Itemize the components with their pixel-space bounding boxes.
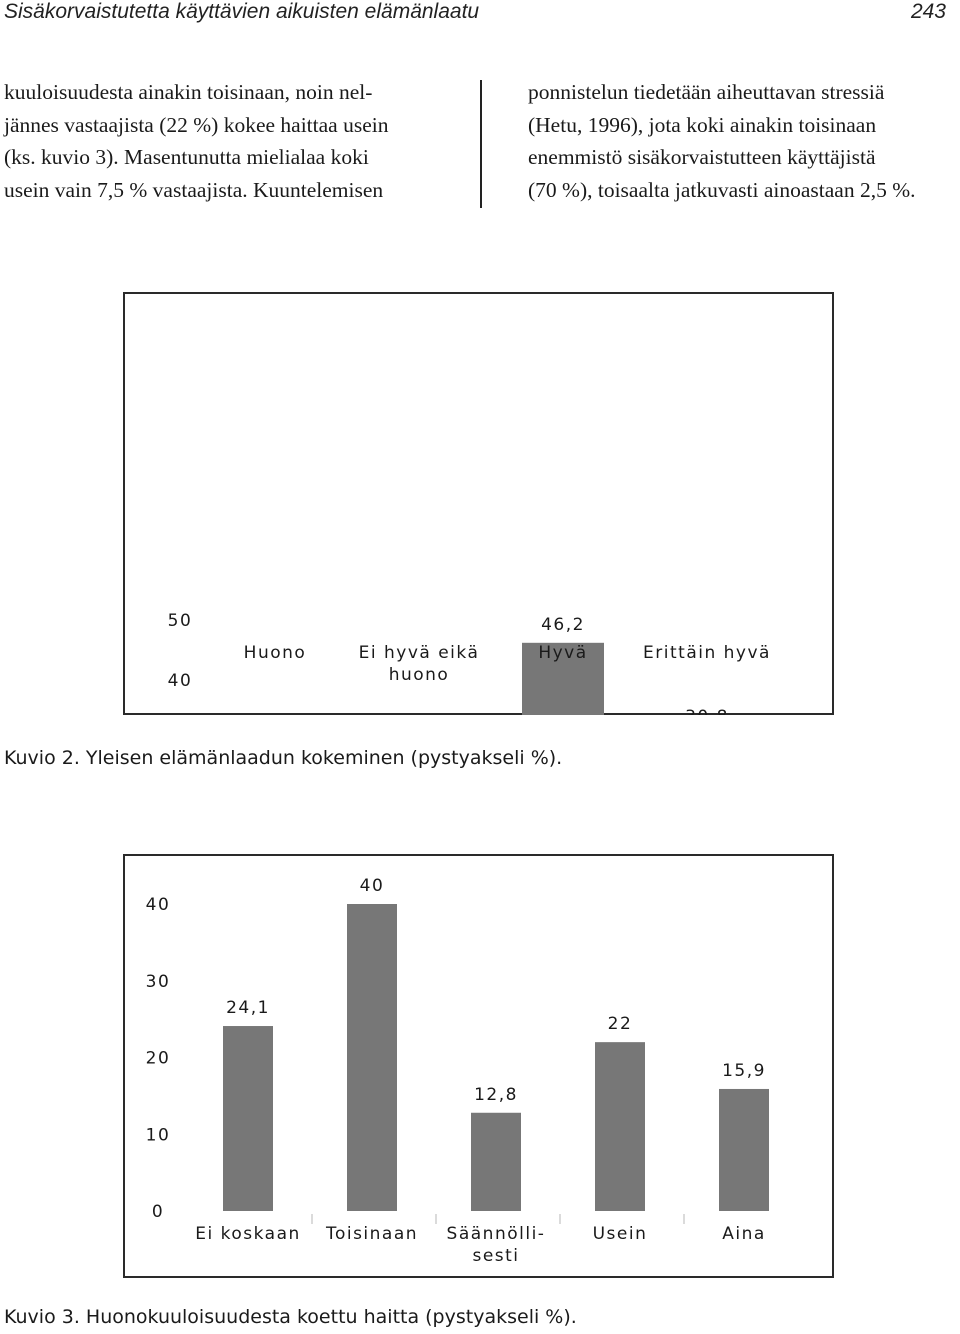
data-label: 30,8 <box>685 707 729 715</box>
chart-kuvio-2: 010203040502,6Huono20,5Ei hyvä eikähuono… <box>123 292 834 715</box>
y-tick-label: 0 <box>152 1202 164 1222</box>
x-tick-label: Huono <box>244 643 307 663</box>
y-tick-label: 40 <box>168 671 193 691</box>
x-tick-label: Ei koskaan <box>195 1224 301 1244</box>
text-line: jännes vastaajista (22 %) kokee haittaa … <box>4 112 389 137</box>
running-title: Sisäkorvaistutetta käyttävien aikuisten … <box>4 0 480 23</box>
text-line: usein vain 7,5 % vastaajista. Kuuntelemi… <box>4 177 384 202</box>
x-tick-label: Ei hyvä eikä <box>359 643 480 663</box>
x-tick-label: Usein <box>593 1224 648 1244</box>
chart-kuvio-3-canvas: 0 10 20 30 40 24,1 Ei koskaan 40 Toisinaan 12,8 Sä… <box>146 876 769 1266</box>
x-tick-label: Aina <box>722 1224 766 1244</box>
y-tick-label: 20 <box>146 1049 171 1069</box>
text-column-left: kuuloisuudesta ainakin toisinaan, noin n… <box>4 76 388 206</box>
text-line: enemmistö sisäkorvaistutteen käyttäjistä <box>528 145 876 169</box>
text-line: (Hetu, 1996), jota koki ainakin toisinaa… <box>528 112 877 137</box>
page-number: 243 <box>910 0 946 23</box>
figure-caption-kuvio-3: Kuvio 3. Huonokuuloisuudesta koettu hait… <box>4 1306 577 1328</box>
text-line: (ks. kuvio 3). Masentunutta mielialaa ko… <box>4 145 369 169</box>
bar <box>471 1112 521 1211</box>
bar <box>595 1042 645 1211</box>
chart-kuvio-2-canvas: 010203040502,6Huono20,5Ei hyvä eikähuono… <box>168 611 771 715</box>
text-line: ponnistelun tiedetään aiheuttavan stress… <box>528 80 885 104</box>
x-tick-label: huono <box>389 665 450 685</box>
data-label: 46,2 <box>541 615 585 635</box>
data-label: 22 <box>608 1014 633 1034</box>
x-tick-label: Hyvä <box>538 643 587 663</box>
y-tick-label: 30 <box>146 972 171 992</box>
y-tick-label: 40 <box>146 895 171 915</box>
y-tick-label: 10 <box>146 1125 171 1145</box>
text-line: kuuloisuudesta ainakin toisinaan, noin n… <box>4 80 373 104</box>
data-label: 40 <box>360 876 385 896</box>
x-tick-label: Toisinaan <box>325 1224 418 1244</box>
bar <box>522 642 604 715</box>
column-divider <box>480 80 482 208</box>
figure-caption-kuvio-2: Kuvio 2. Yleisen elämänlaadun kokeminen … <box>4 747 563 769</box>
data-label: 15,9 <box>722 1061 766 1081</box>
bar <box>347 904 397 1211</box>
text-line: (70 %), toisaalta jatkuvasti ainoastaan … <box>528 177 916 202</box>
x-tick-label: Säännölli- <box>447 1224 546 1244</box>
chart-kuvio-3: 0 10 20 30 40 24,1 Ei koskaan 40 Toisinaan 12,8 Sä… <box>123 854 834 1278</box>
bar <box>719 1088 769 1211</box>
x-tick-label: Erittäin hyvä <box>643 643 771 663</box>
data-label: 12,8 <box>474 1085 518 1105</box>
text-column-right: ponnistelun tiedetään aiheuttavan stress… <box>528 76 915 206</box>
y-tick-label: 50 <box>168 611 193 631</box>
bar <box>223 1026 273 1211</box>
x-tick-label: sesti <box>472 1246 519 1266</box>
data-label: 24,1 <box>226 998 270 1018</box>
